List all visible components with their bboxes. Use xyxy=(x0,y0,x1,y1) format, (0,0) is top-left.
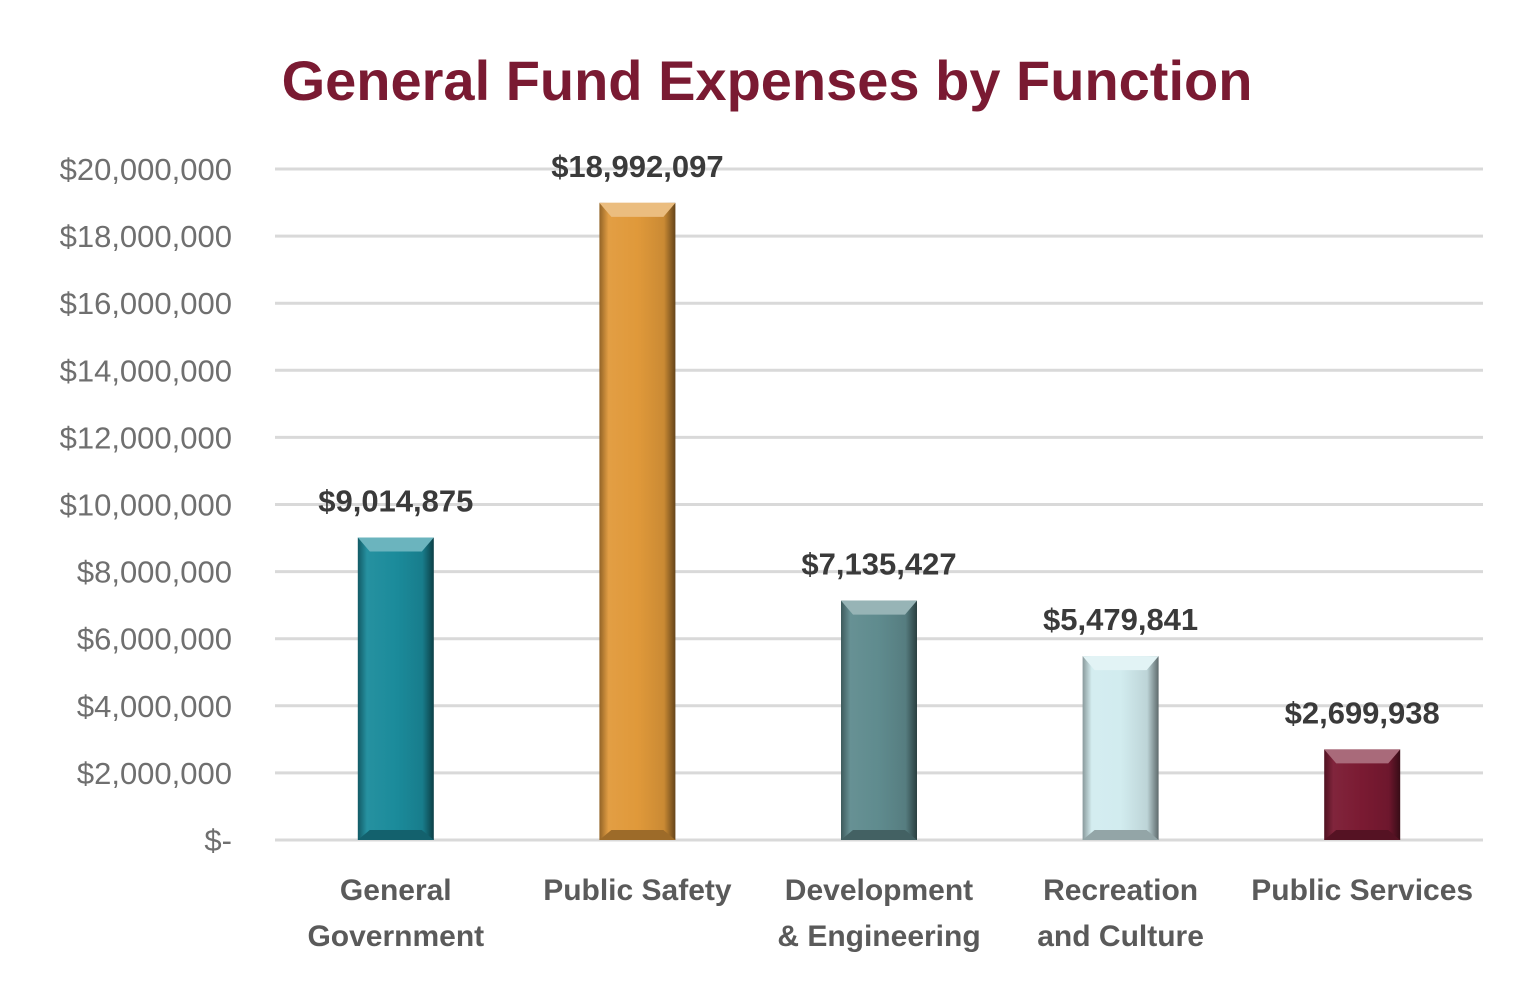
y-tick-label: $14,000,000 xyxy=(60,353,232,388)
y-tick-label: $18,000,000 xyxy=(60,219,232,254)
y-tick-label: $6,000,000 xyxy=(77,622,232,657)
bars xyxy=(357,202,1401,841)
data-label: $18,992,097 xyxy=(551,149,723,184)
y-axis-tick-labels: $- $2,000,000 $4,000,000 $6,000,000 $8,000,0… xyxy=(60,152,232,858)
y-tick-label: $- xyxy=(204,823,232,858)
bar-body xyxy=(1324,749,1401,840)
y-tick-label: $16,000,000 xyxy=(60,286,232,321)
bar-bottom-bevel xyxy=(599,830,676,840)
y-tick-label: $2,000,000 xyxy=(77,756,232,791)
bar-body xyxy=(841,600,917,840)
bar-top-bevel xyxy=(841,600,917,615)
bar-top-bevel xyxy=(599,202,676,217)
y-tick-label: $10,000,000 xyxy=(60,488,232,523)
y-tick-label: $12,000,000 xyxy=(60,420,232,455)
chart-title: General Fund Expenses by Function xyxy=(282,49,1253,112)
category-label: Public Safety xyxy=(543,874,732,907)
data-label: $7,135,427 xyxy=(801,547,956,582)
data-labels: $9,014,875 $18,992,097 $7,135,427 $5,479,84… xyxy=(318,149,1440,731)
x-axis-category-labels: General Government Public Safety Developmen… xyxy=(307,874,1473,953)
bar-bottom-bevel xyxy=(1082,830,1159,840)
category-label: Development & Engineering xyxy=(777,874,980,953)
bar-bottom-bevel xyxy=(841,830,917,840)
y-tick-label: $20,000,000 xyxy=(60,152,232,187)
data-label: $5,479,841 xyxy=(1043,602,1198,637)
y-tick-label: $4,000,000 xyxy=(77,689,232,724)
bar-body xyxy=(599,202,676,841)
data-label: $2,699,938 xyxy=(1285,695,1440,730)
bar-body xyxy=(1082,656,1159,840)
category-label: General Government xyxy=(307,874,484,953)
bar xyxy=(1082,656,1159,840)
category-label: Recreation and Culture xyxy=(1037,874,1204,953)
bar xyxy=(599,202,676,841)
bar-top-bevel xyxy=(357,537,434,552)
bar xyxy=(1324,749,1401,840)
y-tick-label: $8,000,000 xyxy=(77,555,232,590)
bar xyxy=(841,600,917,840)
category-label: Public Services xyxy=(1251,874,1473,907)
bar-top-bevel xyxy=(1324,749,1401,764)
bar-top-bevel xyxy=(1082,656,1159,671)
bar-body xyxy=(357,537,434,840)
data-label: $9,014,875 xyxy=(318,484,473,519)
bar-bottom-bevel xyxy=(357,830,434,840)
bar xyxy=(357,537,434,840)
bar-bottom-bevel xyxy=(1324,830,1401,840)
gridlines xyxy=(275,167,1483,842)
